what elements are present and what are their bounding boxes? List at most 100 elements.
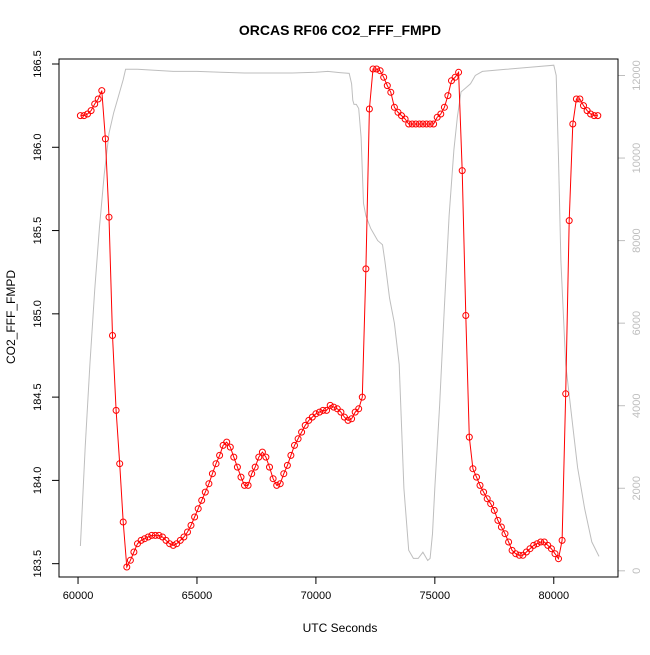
co2-data-point (269, 475, 277, 483)
co2-data-point (298, 428, 306, 436)
co2-data-point (326, 401, 334, 409)
co2-data-point (555, 555, 562, 563)
co2-data-point (458, 167, 466, 175)
co2-data-point (276, 480, 284, 488)
co2-data-point (105, 213, 113, 221)
y-axis-label: CO2_FFF_FMPD (4, 270, 18, 364)
co2-data-point (408, 120, 416, 128)
co2-data-point (369, 65, 377, 73)
co2-data-point (383, 82, 391, 90)
co2-data-point (166, 540, 174, 548)
co2-data-point (365, 105, 373, 113)
co2-data-point (255, 453, 263, 461)
right-tick-label: 0 (631, 568, 643, 574)
co2-data-point (151, 531, 159, 539)
right-tick-label: 12000 (631, 60, 643, 91)
co2-data-point (444, 92, 452, 100)
x-tick-label: 70000 (301, 590, 332, 602)
co2-data-point (430, 120, 438, 128)
x-tick-label: 65000 (182, 590, 213, 602)
right-tick-label: 8000 (631, 228, 643, 252)
y-tick-label: 184.5 (32, 383, 44, 411)
co2-data-point (91, 100, 99, 108)
co2-data-point (380, 73, 388, 81)
co2-data-point (137, 536, 145, 544)
co2-data-point (362, 265, 370, 273)
x-tick-label: 75000 (420, 590, 451, 602)
x-tick-label: 60000 (63, 590, 94, 602)
co2-data-point (291, 441, 298, 449)
co2-data-point (373, 65, 381, 73)
co2-data-point (330, 403, 338, 411)
co2-data-point (141, 535, 149, 543)
co2-data-point (169, 541, 177, 549)
co2-data-point (587, 110, 595, 118)
co2-data-point (144, 533, 152, 541)
co2-data-point (294, 435, 302, 443)
co2-data-point (562, 390, 570, 398)
co2-data-point (419, 120, 427, 128)
co2-data-point (387, 88, 395, 96)
co2-data-point (266, 463, 273, 471)
co2-data-point (262, 453, 270, 461)
co2-data-point (355, 405, 363, 413)
co2-data-point (148, 531, 156, 539)
co2-data-point (280, 470, 288, 478)
co2-data-point (230, 453, 238, 461)
co2-data-point (80, 112, 88, 120)
co2-data-point (319, 406, 327, 414)
co2-data-point (437, 110, 445, 118)
co2-data-point (423, 120, 430, 128)
x-tick-label: 80000 (538, 590, 569, 602)
co2-data-point (241, 481, 248, 489)
co2-data-point (87, 107, 95, 115)
co2-data-point (576, 95, 584, 103)
y-tick-label: 183.5 (32, 550, 44, 578)
co2-data-point (205, 480, 213, 488)
co2-data-point (469, 465, 477, 473)
co2-data-point (547, 545, 555, 553)
co2-data-point (258, 448, 266, 456)
co2-data-point (191, 513, 199, 521)
co2-data-point (580, 102, 587, 110)
co2-data-point (337, 408, 345, 416)
co2-data-point (558, 536, 566, 544)
co2-data-point (497, 523, 505, 531)
co2-data-point (440, 103, 448, 111)
plot-frame (58, 58, 619, 578)
co2-data-point (184, 528, 191, 536)
co2-data-point (201, 488, 209, 496)
co2-data-point (130, 548, 138, 556)
y-tick-label: 185.5 (32, 217, 44, 245)
co2-data-point (251, 463, 259, 471)
co2-data-point (405, 120, 413, 128)
co2-data-point (501, 530, 509, 538)
co2-data-point (490, 506, 498, 514)
co2-data-point (505, 538, 513, 546)
co2-data-point (323, 406, 331, 414)
co2-data-point (223, 438, 231, 446)
co2-data-point (390, 103, 398, 111)
co2-data-point (98, 87, 106, 95)
co2-data-point (358, 393, 366, 401)
co2-data-point (109, 332, 116, 339)
co2-data-point (273, 481, 281, 489)
co2-data-point (594, 112, 602, 120)
co2-data-point (530, 541, 538, 549)
co2-data-point (244, 481, 252, 489)
co2-data-point (101, 135, 109, 143)
co2-data-point (283, 461, 291, 469)
co2-series-line (80, 68, 598, 569)
right-tick-label: 2000 (631, 476, 643, 500)
y-tick-label: 186.5 (32, 50, 44, 78)
co2-data-point (344, 416, 352, 424)
co2-data-point (116, 460, 124, 468)
co2-data-point (216, 451, 224, 459)
co2-data-point (187, 521, 195, 529)
co2-data-point (316, 408, 323, 416)
co2-data-point (537, 538, 545, 546)
co2-data-point (551, 550, 559, 558)
right-tick-label: 10000 (631, 143, 643, 174)
co2-data-point (119, 518, 127, 526)
